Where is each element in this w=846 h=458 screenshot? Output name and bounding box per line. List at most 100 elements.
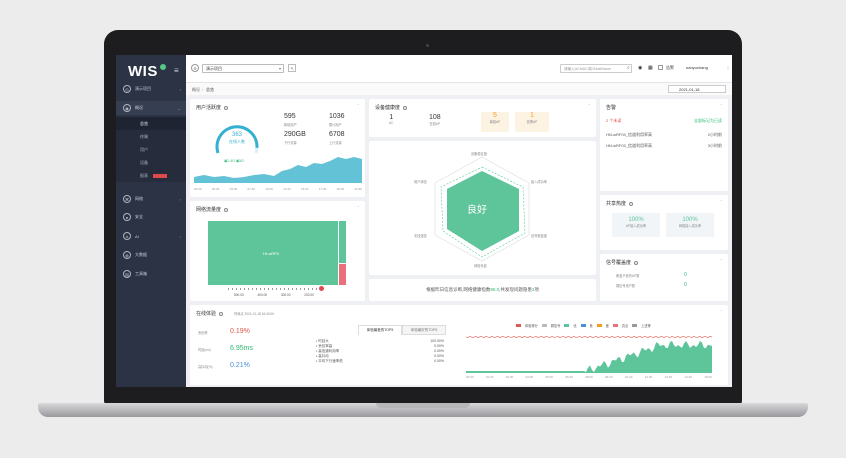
sidebar-item-project[interactable]: ◎ 演示项目 › bbox=[116, 82, 186, 96]
chart-legend: 体验得分 弱信号 优 良 差 亮点 上述等 bbox=[516, 323, 651, 328]
legend-swatch bbox=[541, 324, 547, 327]
time-tick: 05:20 bbox=[545, 375, 553, 379]
tab-worst-top5[interactable]: 体验最差的TOP5 bbox=[358, 325, 402, 335]
range-slider[interactable] bbox=[228, 288, 320, 290]
menu-toggle-icon[interactable]: ≡ bbox=[174, 66, 179, 75]
stat-new-users-value: 595 bbox=[284, 113, 296, 120]
chevron-up-icon[interactable]: ⌃ bbox=[719, 258, 723, 263]
alarm-row-text[interactable]: HN-wRF03_信道利用率高 bbox=[606, 132, 653, 137]
more-icon[interactable]: ⋮ bbox=[726, 65, 730, 70]
screen: WIS ≡ ◎ 演示项目 › ◉ 概况 ⌄ 总览 终端 用户 设备 报表 ⌘ 网络 › ● 安… bbox=[116, 55, 732, 387]
treemap-main[interactable]: HI-wRF5 bbox=[208, 221, 338, 285]
checkbox[interactable] bbox=[658, 65, 663, 70]
stat-total-users-label: 累计用户 bbox=[329, 123, 342, 127]
sidebar-sub-report[interactable]: 报表 bbox=[116, 169, 186, 182]
reason-value: 0.00% bbox=[434, 359, 444, 363]
sidebar-sub-terminal[interactable]: 终端 bbox=[116, 130, 186, 143]
tab-best-top5[interactable]: 体验最好的TOP5 bbox=[402, 325, 446, 335]
help-icon[interactable] bbox=[634, 260, 639, 265]
chevron-up-icon[interactable]: ⌃ bbox=[356, 205, 360, 210]
date-picker[interactable]: 2021-01-18 bbox=[668, 85, 726, 93]
time-tick: 16:00 bbox=[704, 375, 712, 379]
alarm-row-time: 3小时前 bbox=[707, 143, 722, 148]
users-title: 用户活跃度 bbox=[196, 105, 222, 111]
sidebar-item-overview[interactable]: ◉ 概况 ⌄ bbox=[116, 101, 186, 115]
search-icon[interactable]: ⌕ bbox=[627, 65, 630, 71]
laptop-notch bbox=[376, 403, 470, 408]
chevron-up-icon[interactable]: ⌃ bbox=[719, 103, 723, 108]
help-icon[interactable] bbox=[224, 207, 229, 212]
axis-tick: 400.00 bbox=[257, 293, 268, 297]
location-icon: ◎ bbox=[123, 85, 131, 93]
chevron-up-icon[interactable]: ⌃ bbox=[356, 103, 360, 108]
stat-up-traffic-value: 6708 bbox=[329, 131, 345, 138]
logo-dot bbox=[160, 64, 166, 70]
time-tick: 13:20 bbox=[664, 375, 673, 379]
radar-label-4: 无线漫游 bbox=[414, 234, 427, 238]
health-panel: 设备健康度 ⌃ 1 AC 108 在线AP 5 离线AP 1 告警AP bbox=[369, 99, 596, 137]
reason-value: 0.00% bbox=[434, 349, 444, 353]
treemap-cell-3[interactable] bbox=[339, 264, 346, 285]
help-icon[interactable] bbox=[403, 105, 408, 110]
reason-row: • 高抖动 0.00% bbox=[316, 354, 444, 359]
grid-icon[interactable]: ▦ bbox=[648, 65, 653, 71]
help-icon[interactable] bbox=[224, 105, 229, 110]
eye-icon: ◉ bbox=[123, 104, 131, 112]
sidebar-sub-user[interactable]: 用户 bbox=[116, 143, 186, 156]
user-name[interactable]: nanyuchang bbox=[686, 65, 708, 70]
health-cell-alarm-ap[interactable]: 1 告警AP bbox=[515, 112, 549, 132]
treemap-cell-2[interactable] bbox=[339, 221, 346, 263]
edit-icon[interactable]: ✎ bbox=[288, 64, 296, 72]
time-tick: 10:40 bbox=[624, 375, 633, 379]
help-icon[interactable] bbox=[629, 201, 634, 206]
good-area bbox=[466, 341, 712, 373]
users-time-axis: 00:00 02:30 05:00 07:30 10:00 12:30 15:00 17:30… bbox=[194, 187, 362, 191]
health-cell-offline-ap[interactable]: 5 离线AP bbox=[481, 112, 509, 132]
alarm-row-time: 2小时前 bbox=[707, 132, 722, 137]
sidebar-item-ai[interactable]: A AI › bbox=[116, 229, 186, 243]
share-title: 共享热度 bbox=[606, 201, 627, 207]
sidebar-sub-summary[interactable]: 总览 bbox=[116, 117, 186, 130]
time-tick: 12:30 bbox=[283, 187, 291, 191]
range-handle[interactable] bbox=[319, 286, 324, 291]
user-area-chart bbox=[194, 157, 362, 183]
sidebar-sub-device[interactable]: 设备 bbox=[116, 156, 186, 169]
chevron-up-icon[interactable]: ⌃ bbox=[719, 199, 723, 204]
realtime-panel: 在线体验 时间点 2021-01-18 16:00:00 ⌃ 丢包率 0.19%… bbox=[190, 305, 728, 385]
metric-value: 0.19% bbox=[230, 328, 250, 335]
breadcrumb-item-summary: 总览 bbox=[206, 87, 214, 92]
sidebar-item-bigdata[interactable]: ◍ 大数据 bbox=[116, 248, 186, 262]
search-input[interactable]: 请输入ACMAC或DHostName bbox=[560, 64, 632, 73]
sidebar-item-network[interactable]: ⌘ 网络 › bbox=[123, 195, 181, 203]
settings-icon[interactable]: ⚙ bbox=[191, 64, 199, 72]
project-select[interactable]: 演示项目 ▾ bbox=[202, 64, 284, 73]
signal-row-label: 覆盖不良的AP数 bbox=[616, 274, 640, 278]
chevron-up-icon[interactable]: ⌃ bbox=[719, 309, 723, 314]
axis-tick: 300.00 bbox=[280, 293, 291, 297]
reason-row: • 丢包率高 0.00% bbox=[316, 344, 444, 349]
time-tick: 09:20 bbox=[605, 375, 613, 379]
time-tick: 20:00 bbox=[336, 187, 345, 191]
chevron-up-icon[interactable]: ⌃ bbox=[587, 103, 591, 108]
radar-panel: 良好 设备稳定度 接入成功率 信号覆盖度 网络负载 无线漫游 用户体验 bbox=[369, 141, 596, 275]
location-pin-icon[interactable]: ◉ bbox=[638, 65, 643, 71]
score-line bbox=[466, 335, 712, 339]
health-issue-count: 2 bbox=[531, 287, 535, 292]
alarm-panel: 告警 ⌃ 2 个未读 全部标记为已读 HN-wRF03_信道利用率高 2小时前 … bbox=[600, 99, 728, 191]
alarm-row-text[interactable]: HN-wRF03_信道利用率高 bbox=[606, 143, 653, 148]
sidebar-item-security[interactable]: ● 安全 bbox=[116, 210, 186, 224]
mark-all-read-link[interactable]: 全部标记为已读 bbox=[694, 118, 722, 123]
legend-swatch bbox=[580, 324, 586, 327]
time-tick: 02:30 bbox=[211, 187, 220, 191]
logo: WIS bbox=[128, 63, 158, 80]
help-icon[interactable] bbox=[219, 311, 224, 316]
metric-value: 0.21% bbox=[230, 362, 250, 369]
sidebar-item-toolbox[interactable]: ▤ 工具箱 bbox=[116, 267, 186, 281]
alarm-label[interactable]: 告警 bbox=[666, 65, 674, 70]
legend-label: 差 bbox=[605, 324, 609, 328]
network-icon: ⌘ bbox=[123, 195, 131, 203]
user-gauge bbox=[215, 125, 259, 154]
breadcrumb-item-overview[interactable]: 概况 bbox=[192, 87, 200, 92]
time-tick: 12:00 bbox=[644, 375, 653, 379]
traffic-title: 网络流量度 bbox=[196, 207, 222, 213]
